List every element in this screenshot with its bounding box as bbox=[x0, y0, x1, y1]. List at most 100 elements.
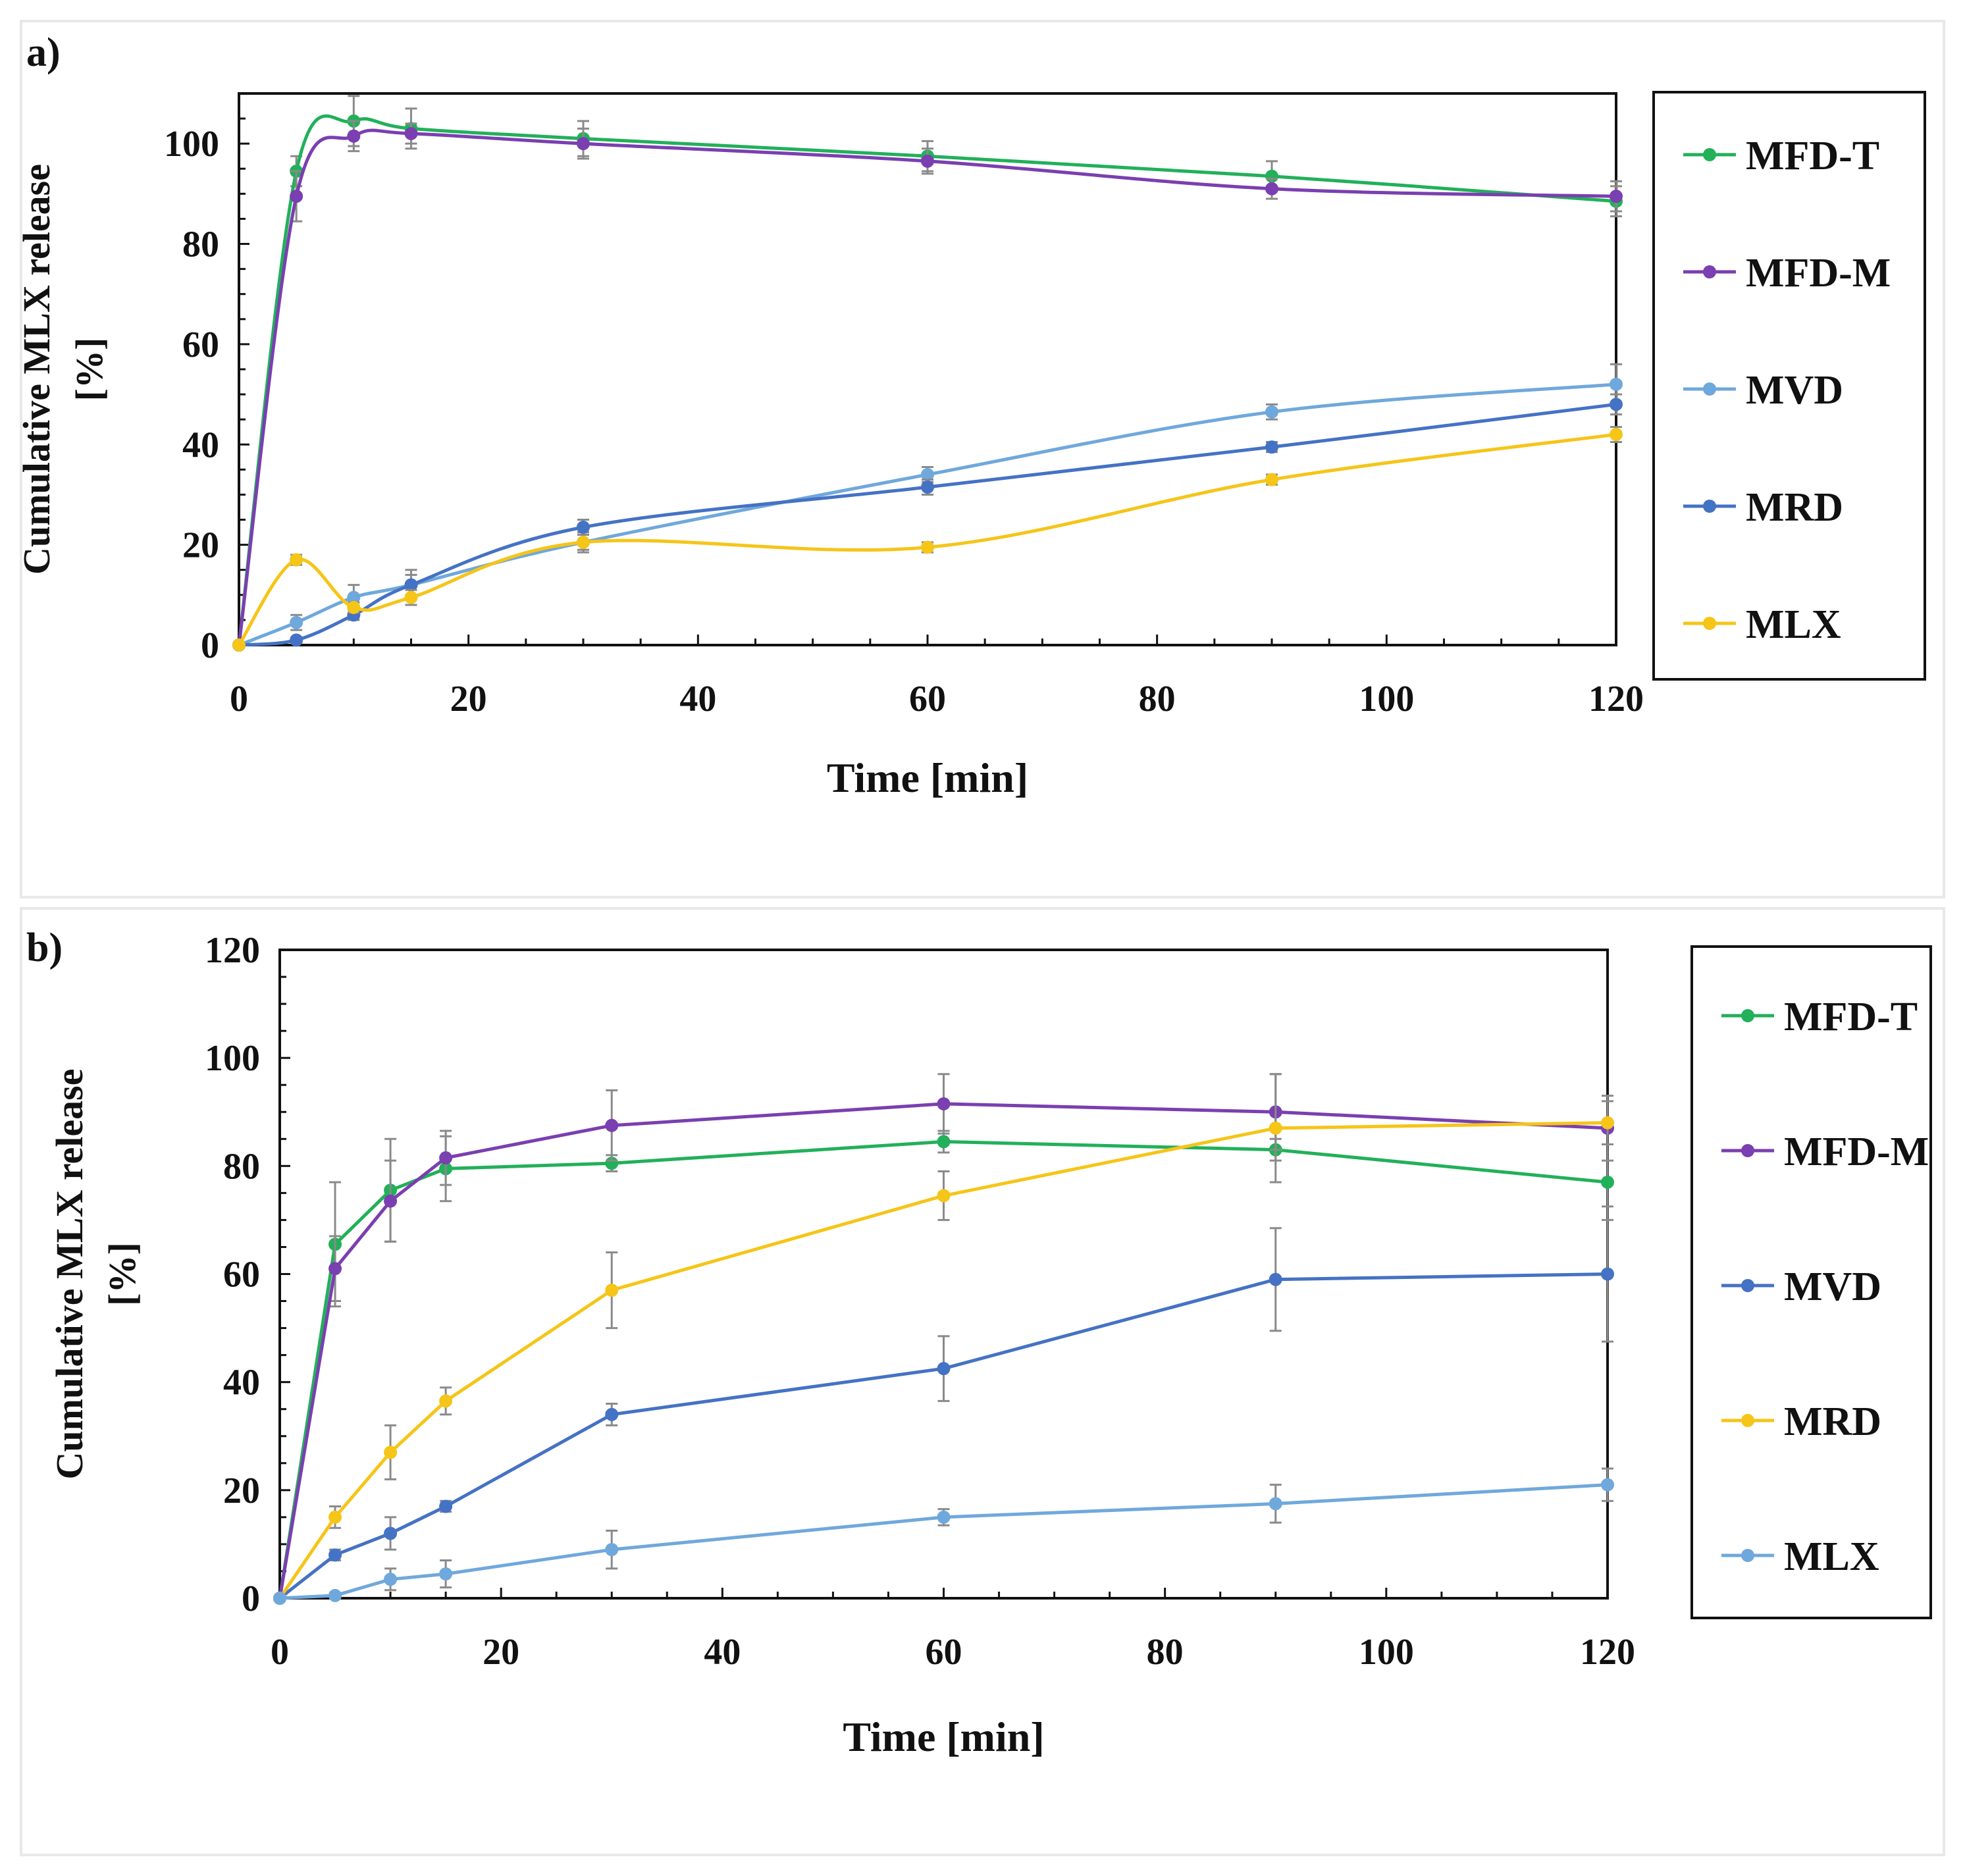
legend-box bbox=[1690, 945, 1932, 1619]
x-tick-label: 120 bbox=[1580, 1632, 1635, 1673]
data-point-mlx bbox=[290, 553, 303, 567]
data-point-mlx bbox=[1265, 473, 1278, 486]
legend-label: MFD-T bbox=[1746, 134, 1879, 178]
data-point-mfd-t bbox=[1601, 1175, 1614, 1189]
legend-swatch-marker bbox=[1703, 148, 1716, 161]
y-tick-label: 20 bbox=[182, 525, 219, 566]
y-axis-title-unit: [%] bbox=[101, 1242, 144, 1306]
legend-swatch-marker bbox=[1741, 1144, 1754, 1157]
legend-swatch-marker bbox=[1741, 1279, 1754, 1292]
data-point-mvd bbox=[1269, 1272, 1282, 1286]
legend-label: MFD-M bbox=[1784, 1130, 1929, 1174]
series-line-mvd bbox=[278, 1272, 1608, 1600]
x-tick-label: 80 bbox=[1147, 1632, 1184, 1673]
y-tick-label: 0 bbox=[201, 625, 219, 666]
data-point-mrd bbox=[290, 633, 303, 647]
legend-label: MVD bbox=[1784, 1264, 1881, 1309]
data-point-mvd bbox=[439, 1499, 453, 1513]
data-point-mvd bbox=[384, 1526, 398, 1540]
data-point-mlx bbox=[921, 540, 934, 554]
x-tick-label: 0 bbox=[230, 679, 248, 719]
x-tick-label: 80 bbox=[1139, 679, 1176, 719]
panel-label: a) bbox=[26, 30, 61, 75]
x-tick-label: 100 bbox=[1359, 679, 1414, 719]
data-point-mlx bbox=[1610, 428, 1623, 442]
x-tick-label: 0 bbox=[271, 1632, 289, 1673]
y-tick-label: 120 bbox=[205, 930, 260, 971]
legend-swatch-marker bbox=[1703, 500, 1716, 513]
data-point-mfd-m bbox=[1610, 190, 1623, 203]
series-line-mlx bbox=[279, 1483, 1608, 1600]
x-tick-label: 20 bbox=[450, 679, 487, 719]
x-tick-label: 60 bbox=[926, 1632, 962, 1673]
legend-label: MFD-M bbox=[1746, 251, 1891, 296]
legend-swatch-marker bbox=[1703, 382, 1716, 396]
legend-label: MLX bbox=[1746, 602, 1841, 647]
x-axis-title: Time [min] bbox=[827, 754, 1028, 801]
legend-label: MVD bbox=[1746, 368, 1843, 413]
data-point-mlx bbox=[577, 535, 590, 549]
legend-swatch-marker bbox=[1741, 1549, 1754, 1562]
chart-panel-b bbox=[20, 907, 1945, 1856]
plot-area-frame bbox=[278, 949, 1609, 1600]
legend-label: MLX bbox=[1784, 1534, 1879, 1579]
data-point-mfd-m bbox=[439, 1151, 453, 1165]
y-axis-title: Cumulative MLX release bbox=[15, 164, 58, 575]
data-point-mrd bbox=[937, 1189, 951, 1203]
y-tick-label: 60 bbox=[223, 1255, 260, 1295]
series-line-mfd-m bbox=[237, 128, 1617, 646]
legend-swatch-marker bbox=[1741, 1009, 1754, 1022]
data-point-mrd bbox=[1269, 1121, 1282, 1135]
data-point-mfd-m bbox=[605, 1118, 619, 1132]
data-point-mlx bbox=[347, 600, 361, 614]
data-point-mvd bbox=[605, 1407, 619, 1421]
x-axis-title: Time [min] bbox=[843, 1713, 1044, 1760]
data-point-mlx bbox=[937, 1510, 951, 1524]
series-line-mlx bbox=[237, 432, 1617, 646]
legend-swatch-marker bbox=[1741, 1414, 1754, 1427]
legend-label: MRD bbox=[1784, 1399, 1881, 1444]
data-point-mrd bbox=[328, 1510, 342, 1524]
data-point-mlx bbox=[1601, 1478, 1614, 1492]
data-point-mvd bbox=[937, 1362, 951, 1376]
y-tick-label: 100 bbox=[164, 124, 219, 165]
data-point-mvd bbox=[290, 615, 303, 629]
legend-label: MFD-T bbox=[1784, 995, 1918, 1039]
series-line-mfd-t bbox=[278, 1139, 1608, 1599]
data-point-mlx bbox=[605, 1543, 619, 1557]
data-point-mrd bbox=[921, 481, 934, 494]
legend-label: MRD bbox=[1746, 485, 1843, 530]
x-tick-label: 120 bbox=[1588, 679, 1644, 719]
data-point-mfd-m bbox=[328, 1262, 342, 1276]
data-point-mvd bbox=[921, 467, 934, 481]
series-line-mfd-t bbox=[237, 114, 1617, 646]
y-tick-label: 20 bbox=[223, 1471, 260, 1511]
data-point-mvd bbox=[1601, 1267, 1614, 1281]
x-tick-label: 40 bbox=[704, 1632, 741, 1673]
data-point-mlx bbox=[328, 1588, 342, 1602]
data-point-mvd bbox=[328, 1548, 342, 1562]
legend-box bbox=[1652, 91, 1926, 681]
data-point-mrd bbox=[439, 1394, 453, 1408]
data-point-mfd-m bbox=[1265, 182, 1278, 195]
data-point-mfd-m bbox=[404, 126, 418, 140]
data-point-mrd bbox=[1265, 440, 1278, 454]
x-tick-label: 60 bbox=[909, 679, 946, 719]
y-tick-label: 40 bbox=[182, 425, 219, 465]
data-point-mrd bbox=[1601, 1116, 1614, 1130]
series-line-mrd bbox=[278, 1121, 1608, 1600]
data-point-mfd-m bbox=[290, 190, 303, 203]
y-tick-label: 60 bbox=[182, 325, 219, 365]
data-point-mfd-m bbox=[577, 137, 590, 151]
y-tick-label: 40 bbox=[223, 1363, 260, 1403]
y-axis-title-unit: [%] bbox=[68, 338, 111, 402]
y-axis-title: Cumulative MLX release bbox=[48, 1069, 91, 1480]
data-point-mlx bbox=[273, 1592, 286, 1605]
data-point-mfd-m bbox=[921, 154, 934, 168]
data-point-mfd-m bbox=[937, 1097, 951, 1110]
y-tick-label: 100 bbox=[205, 1038, 260, 1079]
data-point-mrd bbox=[384, 1446, 398, 1459]
x-tick-label: 100 bbox=[1359, 1632, 1414, 1673]
data-point-mfd-m bbox=[347, 129, 361, 143]
